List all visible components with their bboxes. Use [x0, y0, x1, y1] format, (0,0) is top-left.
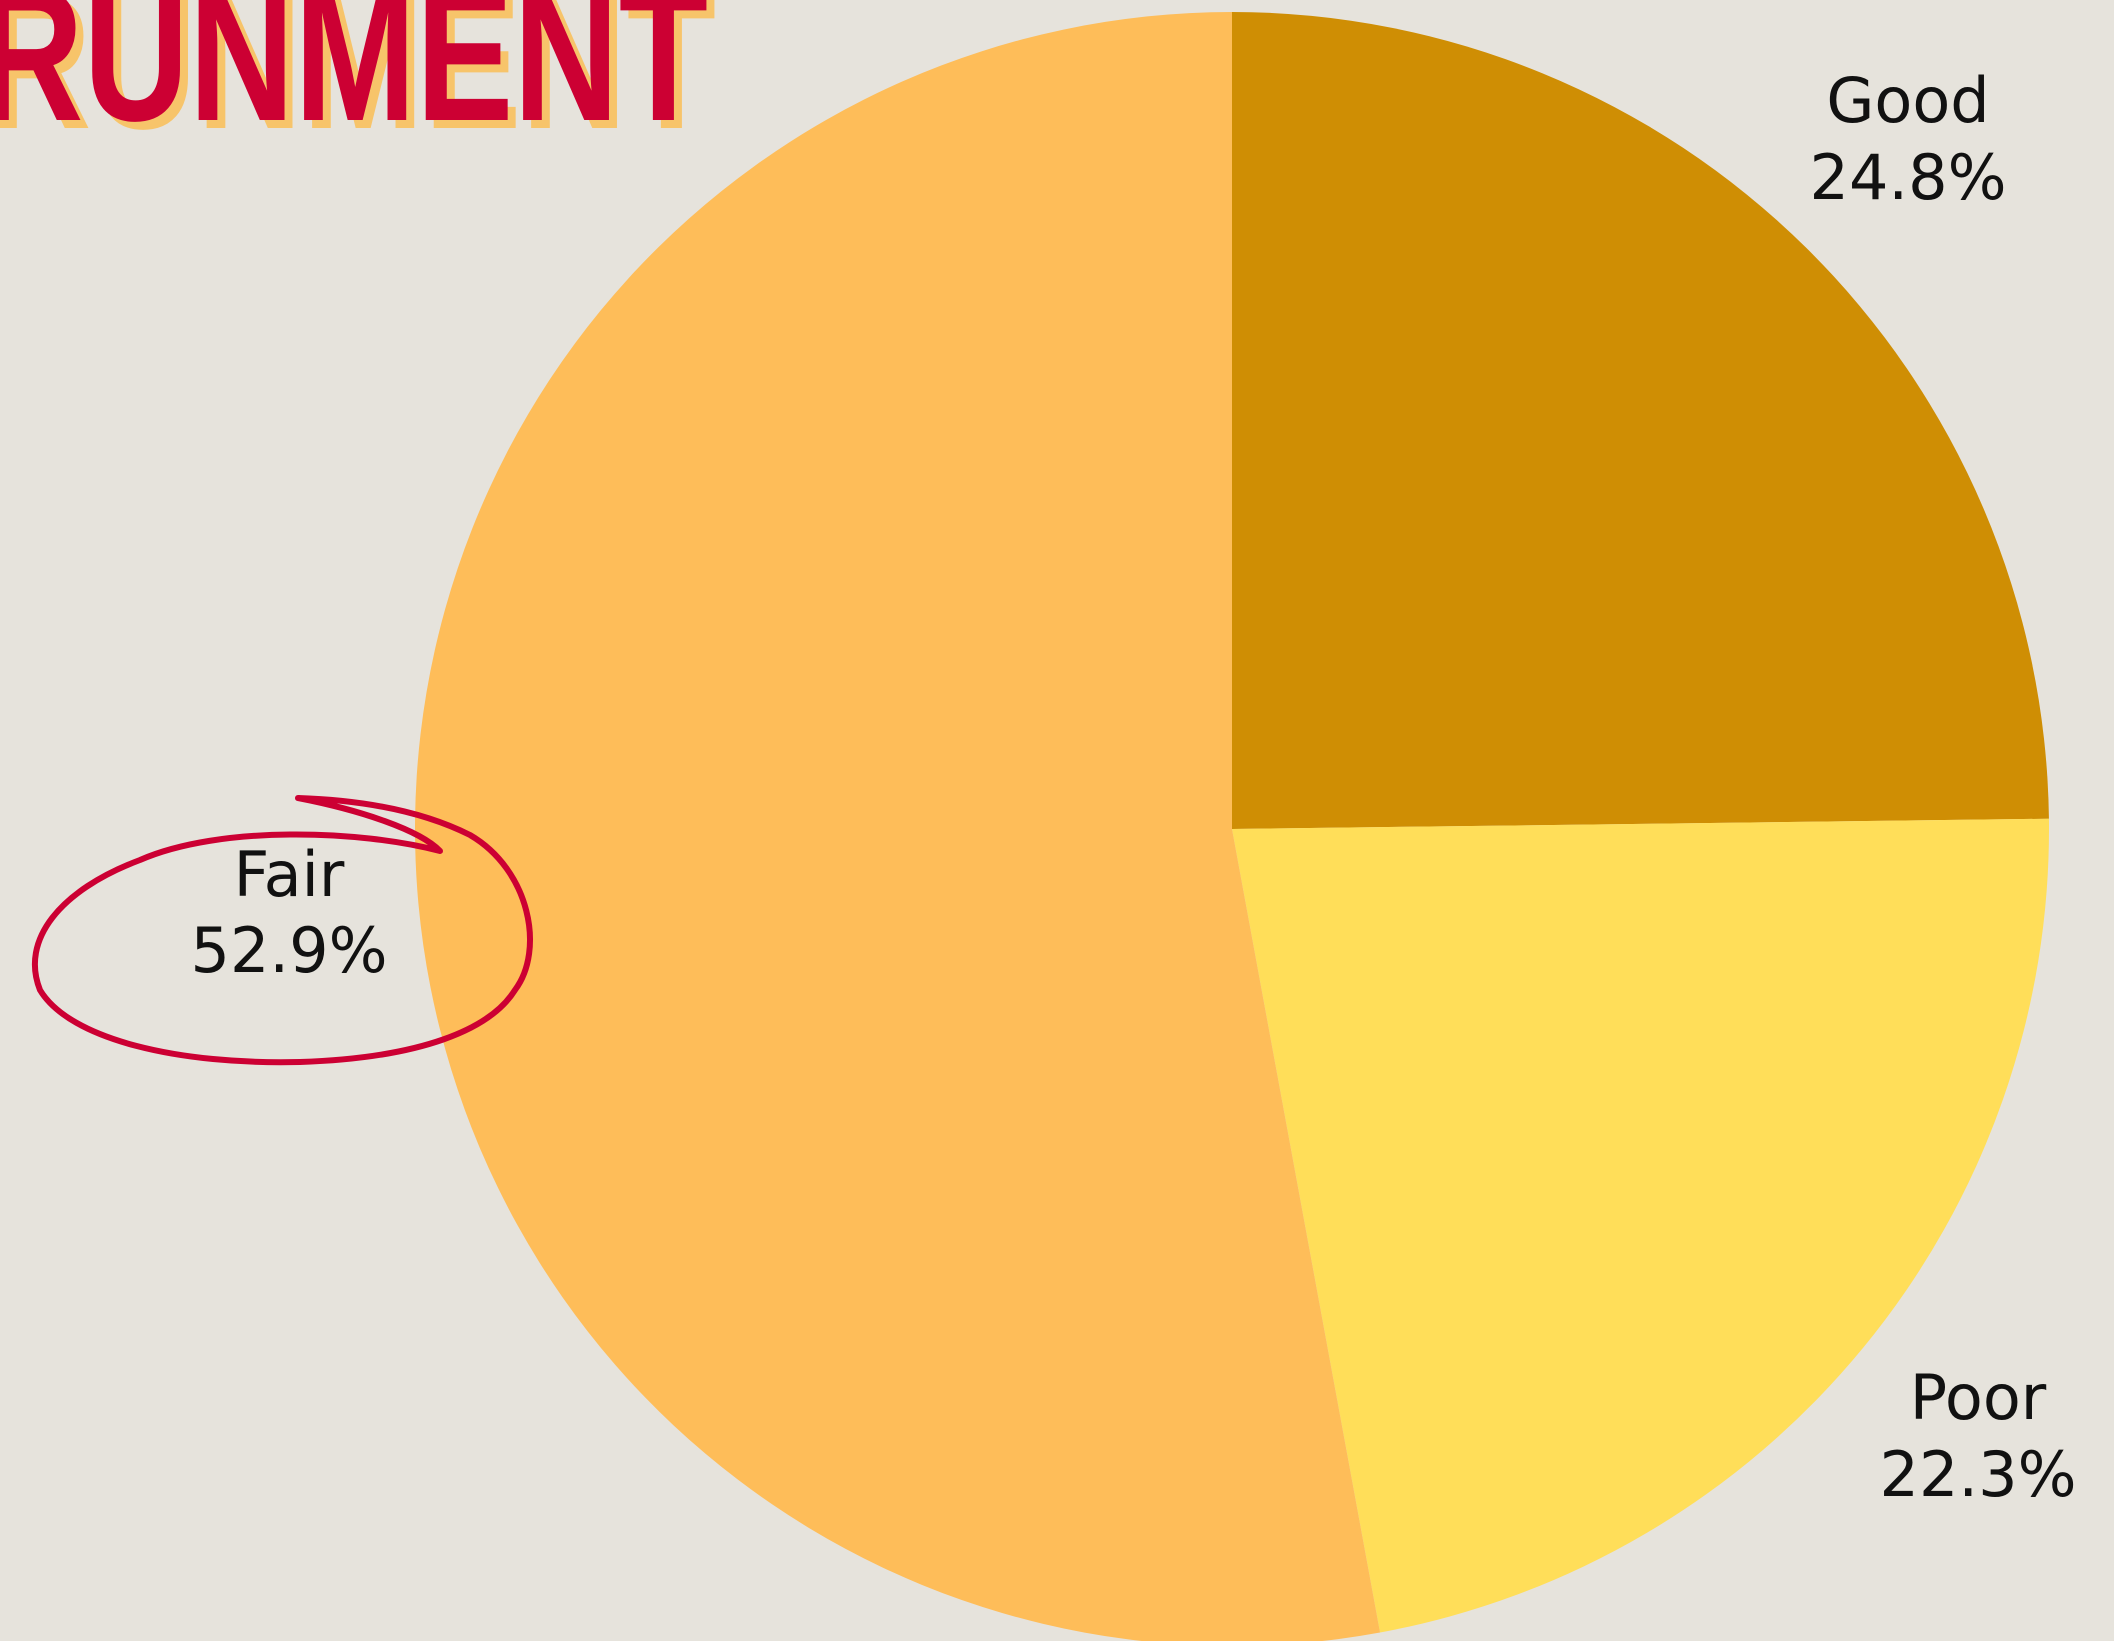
- pie-slice: [415, 12, 1381, 1641]
- title-shadow: RUNMENT: [0, 0, 716, 169]
- slice-value: 22.3%: [1880, 1438, 2077, 1511]
- slice-value: 52.9%: [191, 914, 388, 987]
- slice-label: Fair: [234, 838, 345, 911]
- chart-title: RUNMENT: [0, 0, 708, 161]
- pie-slice: [1232, 12, 2049, 829]
- slice-value: 24.8%: [1810, 141, 2007, 214]
- slice-label: Poor: [1910, 1361, 2047, 1434]
- pie-slice: [1232, 818, 2049, 1633]
- highlight-circle: [32, 795, 533, 1066]
- pie: [415, 12, 2049, 1641]
- slice-label: Good: [1826, 64, 1989, 137]
